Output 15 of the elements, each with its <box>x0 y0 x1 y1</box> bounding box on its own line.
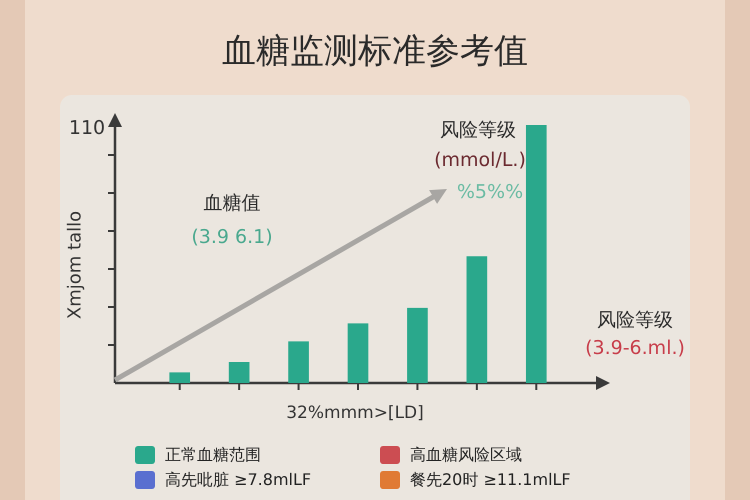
annotation: %5%% <box>456 181 524 203</box>
annotation: 风险等级 <box>440 118 516 143</box>
annotation: (mmol/L.) <box>434 149 526 171</box>
text: 餐先20时 ≥11.1mlLF <box>410 469 571 491</box>
text: 110 <box>68 117 106 139</box>
text: 高先吡脏 ≥7.8mlLF <box>165 469 312 491</box>
annotation: 风险等级 <box>597 308 673 333</box>
annotation: (3.9 6.1) <box>191 226 273 248</box>
annotation: (3.9-6.ml.) <box>585 337 685 359</box>
x-axis-title: 32%mmm>[LD] <box>286 403 424 423</box>
annotation: 血糖值 <box>204 191 260 216</box>
legend-label: 正常血糖范围 <box>165 444 261 466</box>
y-axis-title: Xmjom tallo <box>64 210 86 320</box>
chart-title: 血糖监测标准参考值 <box>221 30 529 73</box>
text: 高血糖风险区域 <box>410 444 522 466</box>
